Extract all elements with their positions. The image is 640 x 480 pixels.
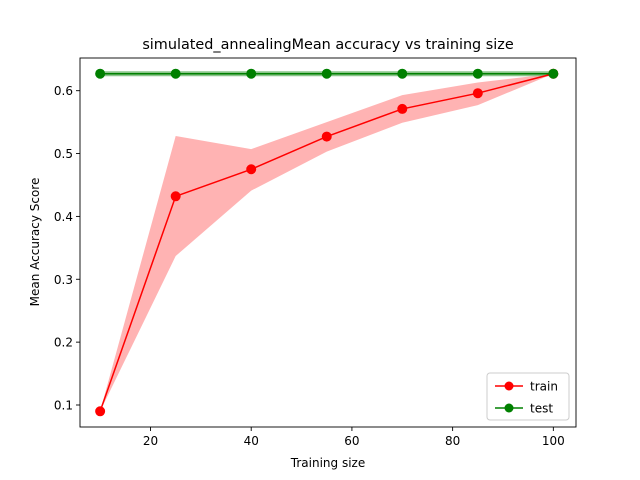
x-tick-label: 20 — [143, 434, 158, 448]
plot-area: 20 40 60 80 100 0.1 0.2 0.3 0.4 0.5 0.6 train test — [54, 57, 577, 448]
data-point-train-2 — [246, 164, 257, 175]
y-tick-label: 0.1 — [54, 398, 73, 412]
data-point-train-1 — [170, 191, 181, 202]
data-point-test-2 — [246, 68, 257, 79]
legend-label-test: test — [530, 402, 553, 416]
x-axis-label: Training size — [290, 456, 365, 470]
legend-marker-test — [504, 403, 514, 413]
y-tick-label: 0.3 — [54, 273, 73, 287]
data-point-test-3 — [321, 68, 332, 79]
x-tick-label: 60 — [344, 434, 359, 448]
series-band-train — [100, 73, 554, 412]
data-point-train-3 — [321, 131, 332, 142]
data-point-test-1 — [170, 68, 181, 79]
data-point-train-4 — [397, 103, 408, 114]
y-tick-label: 0.6 — [54, 84, 73, 98]
legend-label-train: train — [530, 380, 558, 394]
legend-marker-train — [504, 381, 514, 391]
y-tick-label: 0.4 — [54, 210, 73, 224]
y-axis-label: Mean Accuracy Score — [28, 178, 42, 307]
data-point-test-0 — [95, 68, 106, 79]
chart-title: simulated_annealingMean accuracy vs trai… — [142, 37, 514, 53]
y-tick-label: 0.2 — [54, 336, 73, 350]
x-tick-label: 80 — [445, 434, 460, 448]
data-point-train-0 — [95, 406, 106, 417]
data-point-test-5 — [472, 68, 483, 79]
x-tick-label: 40 — [244, 434, 259, 448]
axes-frame — [79, 57, 577, 428]
data-point-test-4 — [397, 68, 408, 79]
y-tick-label: 0.5 — [54, 147, 73, 161]
data-point-test-6 — [548, 68, 559, 79]
x-tick-label: 100 — [542, 434, 565, 448]
data-point-train-5 — [472, 88, 483, 99]
